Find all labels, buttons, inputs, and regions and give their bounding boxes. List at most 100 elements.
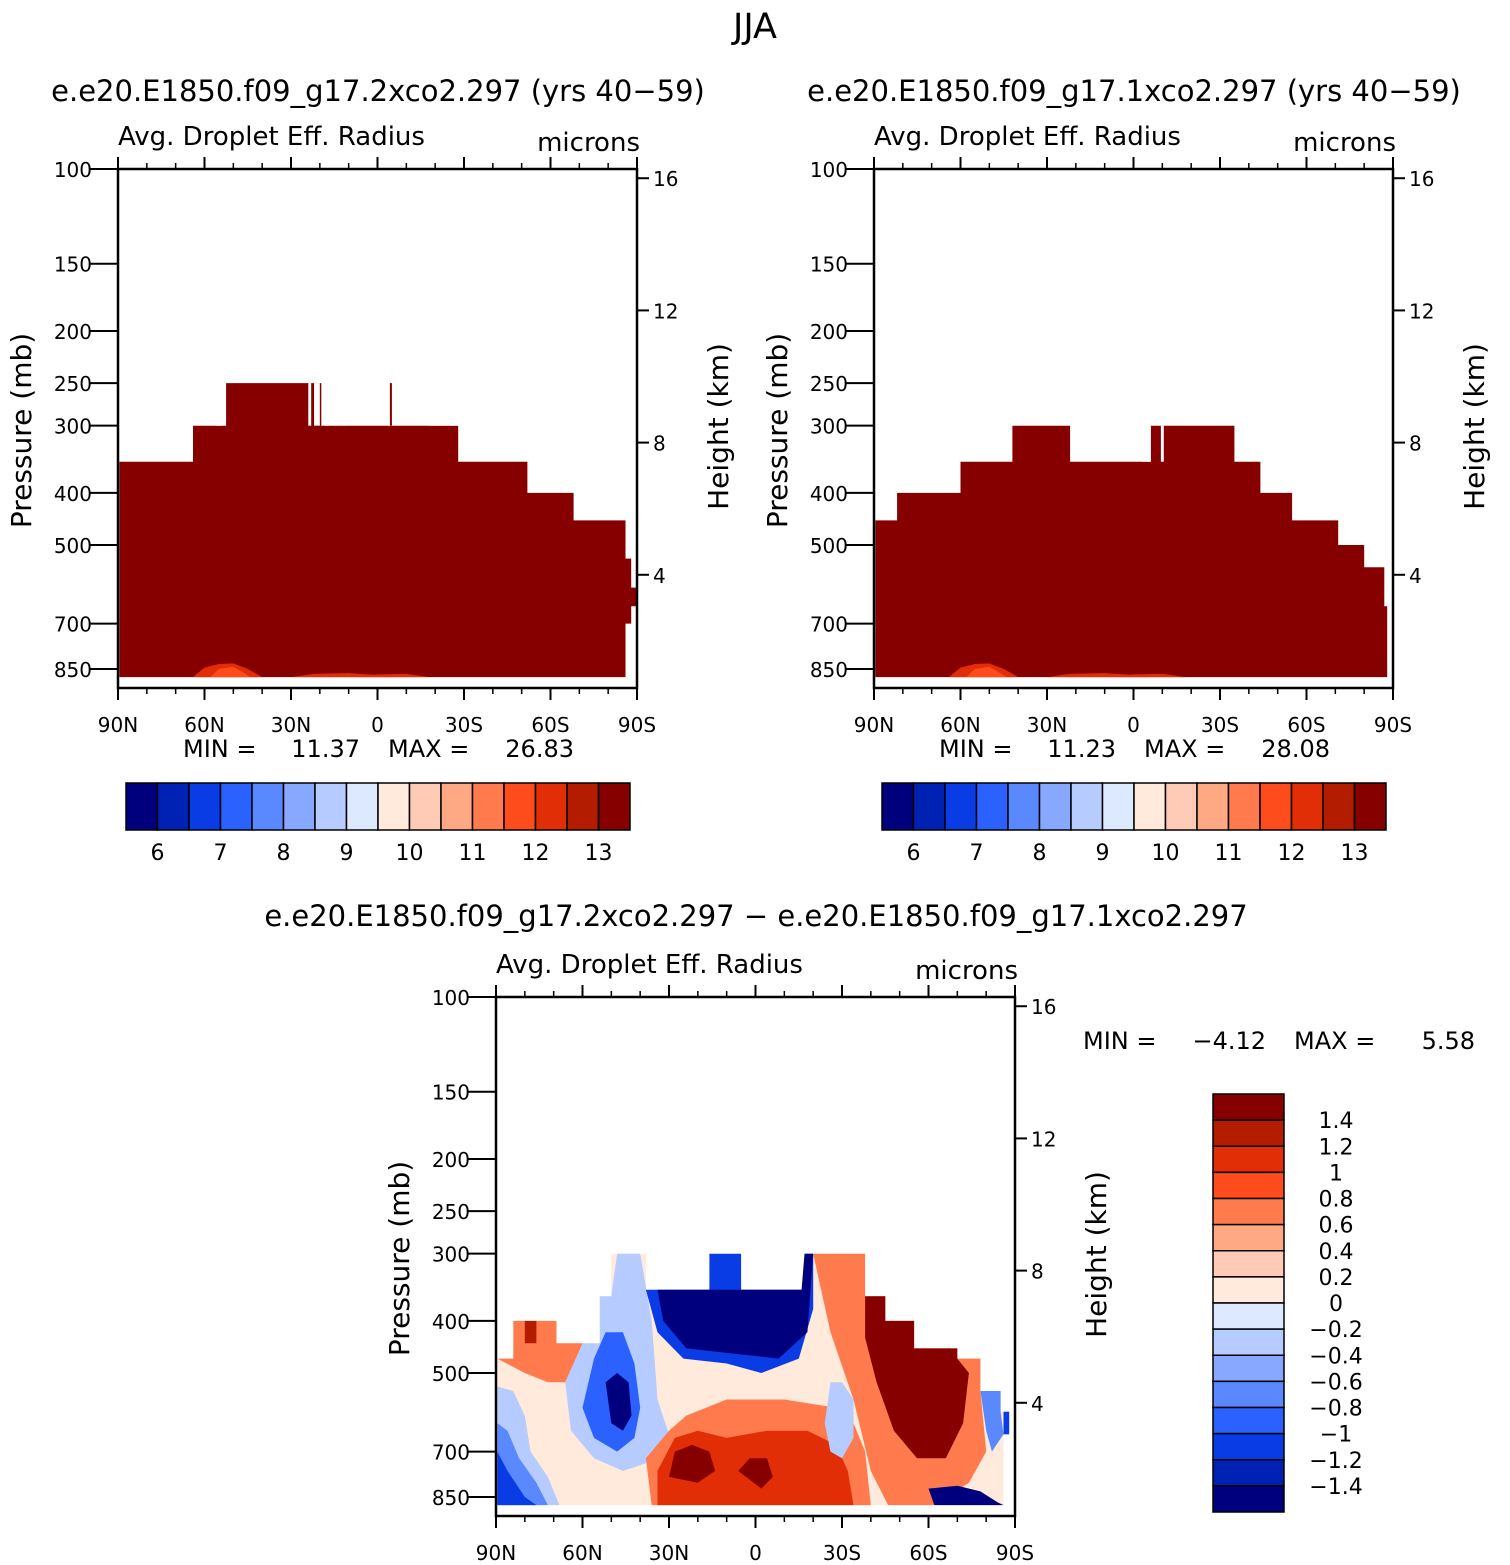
colorbar-box bbox=[1212, 1250, 1285, 1278]
colorbar-box bbox=[219, 782, 253, 831]
panel-a-colorbar: 6 7 8 9 10 11 12 13 bbox=[125, 782, 631, 866]
colorbar-box bbox=[125, 782, 159, 831]
y2-tick-label: 8 bbox=[1409, 432, 1422, 456]
diff-region bbox=[524, 1320, 537, 1344]
panel-a-title: e.e20.E1850.f09_g17.2xco2.297 (yrs 40−59… bbox=[51, 74, 705, 108]
colorbar-box bbox=[1212, 1197, 1285, 1226]
x-tick-label: 0 bbox=[749, 1541, 762, 1565]
diff-region bbox=[497, 1451, 537, 1506]
y2-tick-label: 4 bbox=[1031, 1392, 1044, 1416]
colorbar-label: −0.8 bbox=[1309, 1397, 1362, 1422]
colorbar-box bbox=[1212, 1328, 1285, 1356]
panel-b-colorbar: 6 7 8 9 10 11 12 13 bbox=[881, 782, 1387, 866]
colorbar-label: 13 bbox=[1341, 841, 1369, 866]
y2-axis-label: Height (km) bbox=[1080, 1171, 1113, 1338]
panel-field-patch bbox=[210, 666, 251, 678]
panel-field-sliver bbox=[389, 383, 392, 426]
panel-a-subtitle: Avg. Droplet Eff. Radius bbox=[118, 122, 425, 152]
colorbar-label: 12 bbox=[1278, 841, 1306, 866]
colorbar-label: 13 bbox=[585, 841, 613, 866]
colorbar-box bbox=[408, 782, 442, 831]
diff-region bbox=[824, 1382, 854, 1459]
y-tick-label: 150 bbox=[810, 253, 848, 277]
x-tick-label: 30S bbox=[445, 713, 483, 737]
diff-region bbox=[605, 1373, 632, 1431]
y-tick-label: 300 bbox=[810, 415, 848, 439]
panel-field-sliver bbox=[1142, 425, 1151, 462]
colorbar-label: 0.6 bbox=[1319, 1214, 1354, 1239]
colorbar-label: 0.4 bbox=[1319, 1240, 1354, 1265]
x-tick-label: 90S bbox=[1374, 713, 1412, 737]
colorbar-box bbox=[1212, 1276, 1285, 1304]
y-tick-label: 250 bbox=[54, 372, 92, 396]
panel-a-min-label: MIN = bbox=[183, 735, 256, 763]
colorbar-label: 11 bbox=[459, 841, 487, 866]
colorbar-label: −0.6 bbox=[1309, 1370, 1362, 1395]
colorbar-box bbox=[282, 782, 316, 831]
colorbar-box bbox=[440, 782, 474, 831]
y-tick-label: 500 bbox=[54, 534, 92, 558]
panel-diff-units: microns bbox=[915, 956, 1018, 986]
x-tick-label: 90N bbox=[854, 713, 894, 737]
panel-a-min-value: 11.37 bbox=[291, 735, 360, 763]
colorbar-box bbox=[1212, 1432, 1285, 1461]
panel-field-sliver bbox=[429, 383, 459, 426]
panel-diff-colorbar: 1.41.210.80.60.40.20−0.2−0.4−0.6−0.8−1−1… bbox=[1212, 1093, 1363, 1513]
y-tick-label: 400 bbox=[54, 482, 92, 506]
colorbar-box bbox=[1290, 782, 1324, 831]
panel-diff-min-label: MIN = bbox=[1083, 1027, 1156, 1055]
panel-diff: e.e20.E1850.f09_g17.2xco2.297 − e.e20.E1… bbox=[264, 899, 1475, 1565]
colorbar-label: 7 bbox=[214, 841, 228, 866]
x-tick-label: 60S bbox=[1287, 713, 1325, 737]
y-tick-label: 300 bbox=[54, 415, 92, 439]
colorbar-box bbox=[881, 782, 915, 831]
diff-region bbox=[980, 1391, 1004, 1452]
colorbar-label: −1.2 bbox=[1309, 1449, 1362, 1474]
y-tick-label: 400 bbox=[810, 482, 848, 506]
diff-region bbox=[1003, 1411, 1010, 1435]
y2-axis-label: Height (km) bbox=[1458, 343, 1491, 510]
y-tick-label: 150 bbox=[432, 1081, 470, 1105]
colorbar-box bbox=[1101, 782, 1135, 831]
colorbar-box bbox=[1196, 782, 1230, 831]
y2-tick-label: 12 bbox=[1031, 1127, 1056, 1151]
y-axis-label: Pressure (mb) bbox=[761, 333, 794, 528]
panel-b-units: microns bbox=[1293, 128, 1396, 158]
x-tick-label: 90S bbox=[996, 1541, 1034, 1565]
colorbar-box bbox=[1038, 782, 1072, 831]
panel-diff-subtitle: Avg. Droplet Eff. Radius bbox=[496, 950, 803, 980]
colorbar-box bbox=[944, 782, 978, 831]
x-tick-label: 0 bbox=[371, 713, 384, 737]
colorbar-box bbox=[156, 782, 190, 831]
y2-tick-label: 8 bbox=[653, 432, 666, 456]
panel-b-min-value: 11.23 bbox=[1047, 735, 1116, 763]
colorbar-box bbox=[1212, 1093, 1285, 1121]
y-tick-label: 500 bbox=[810, 534, 848, 558]
colorbar-label: −1.4 bbox=[1309, 1475, 1362, 1500]
x-tick-label: 60S bbox=[531, 713, 569, 737]
colorbar-label: 11 bbox=[1215, 841, 1243, 866]
panel-b-min-label: MIN = bbox=[939, 735, 1012, 763]
colorbar-box bbox=[314, 782, 348, 831]
x-tick-label: 60S bbox=[909, 1541, 947, 1565]
panel-field-patch bbox=[360, 673, 430, 678]
y-tick-label: 700 bbox=[54, 613, 92, 637]
colorbar-box bbox=[471, 782, 505, 831]
colorbar-label: 0 bbox=[1329, 1292, 1343, 1317]
colorbar-label: 1.2 bbox=[1319, 1135, 1354, 1160]
panel-field-sliver bbox=[308, 383, 312, 426]
y2-tick-label: 4 bbox=[1409, 564, 1422, 588]
y-tick-label: 850 bbox=[810, 658, 848, 682]
x-tick-label: 0 bbox=[1127, 713, 1140, 737]
colorbar-box bbox=[345, 782, 379, 831]
panel-a: e.e20.E1850.f09_g17.2xco2.297 (yrs 40−59… bbox=[5, 74, 735, 866]
x-tick-label: 30N bbox=[1027, 713, 1067, 737]
colorbar-label: 9 bbox=[1096, 841, 1110, 866]
diff-region bbox=[657, 1253, 814, 1359]
y-tick-label: 250 bbox=[810, 372, 848, 396]
diff-region bbox=[669, 1444, 716, 1483]
colorbar-box bbox=[1212, 1119, 1285, 1147]
colorbar-label: 0.2 bbox=[1319, 1266, 1354, 1291]
x-tick-label: 30S bbox=[1201, 713, 1239, 737]
panel-field-sliver bbox=[387, 383, 390, 426]
